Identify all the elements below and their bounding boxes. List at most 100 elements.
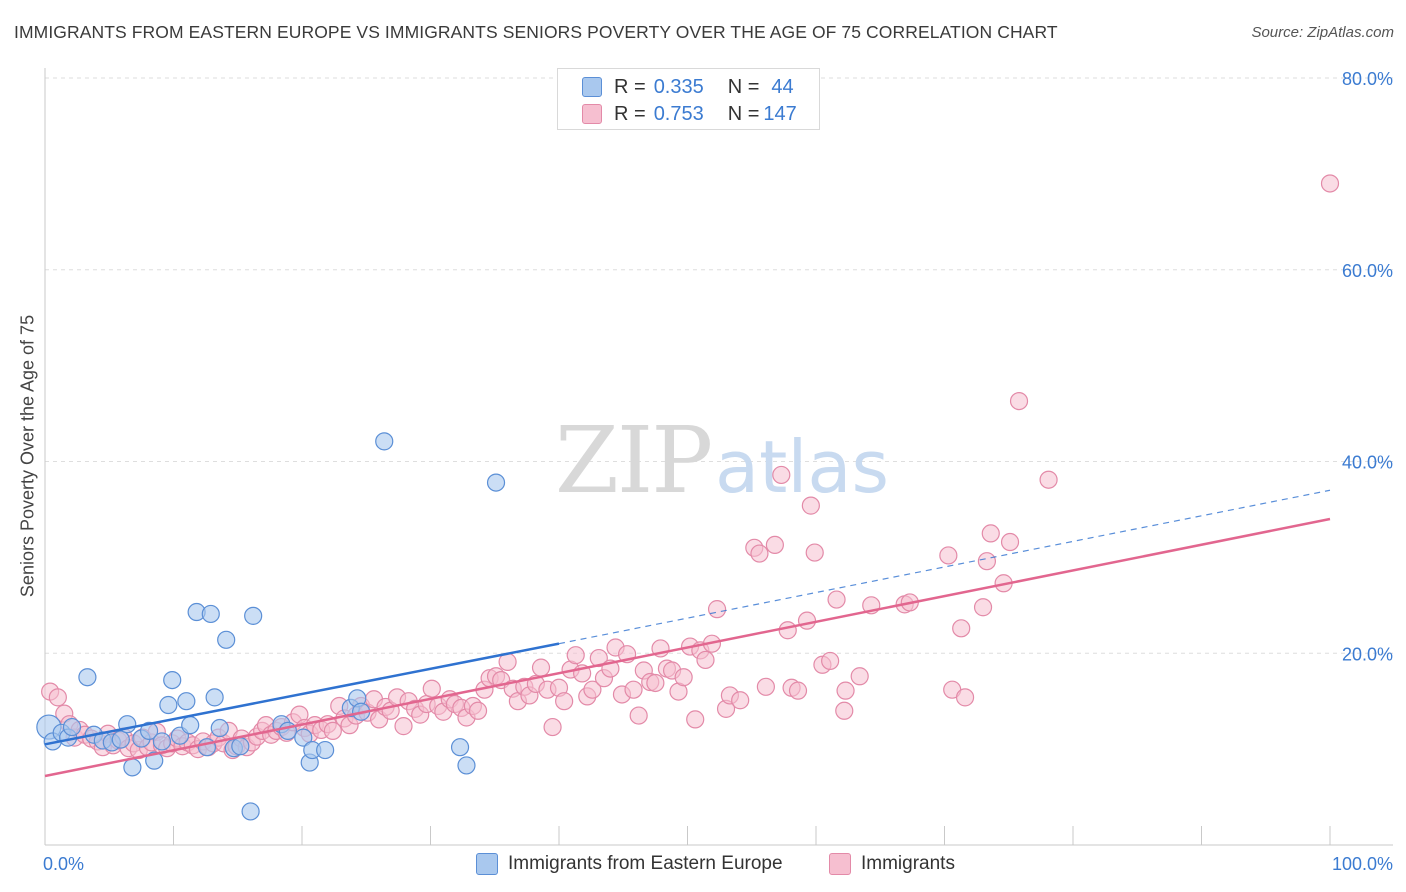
eastern-europe-point [294,728,313,747]
bottom-legend-swatch-blue [476,853,498,875]
legend-n-label: N = [727,75,760,98]
tick-labels: 20.0% 40.0% 60.0% 80.0% 0.0% 100.0% [43,69,1393,874]
eastern-europe-point [152,732,172,751]
eastern-europe-point [375,432,394,451]
immigrants-point [952,619,971,638]
immigrants-point [422,679,441,698]
bottom-legend-immigrants: Immigrants [829,851,955,877]
eastern-europe-point [123,758,142,777]
correlation-legend: R = 0.335 N = 44 R = 0.753 N = 147 [557,68,820,130]
y-tick-label: 40.0% [1342,453,1393,473]
immigrants-point [939,546,958,565]
chart-title: IMMIGRANTS FROM EASTERN EUROPE VS IMMIGR… [14,22,1058,42]
immigrants-point [772,465,791,485]
immigrants-trend-line [44,517,1331,778]
immigrants-point [624,680,643,699]
eastern-europe-points [36,432,506,821]
eastern-europe-point [177,692,196,711]
immigrants-point [686,710,705,729]
eastern-europe-point [111,730,130,749]
y-tick-label: 20.0% [1342,644,1393,664]
eastern-europe-point [159,695,178,715]
eastern-europe-point [210,718,229,738]
eastern-europe-point [450,738,470,757]
immigrants-point [788,681,808,700]
immigrants-point [696,650,715,670]
immigrants-point [468,701,488,720]
immigrants-point [531,658,551,677]
eastern-europe-point [316,740,335,760]
immigrants-point [583,680,602,699]
immigrants-point [778,621,797,640]
eastern-europe-point [201,604,220,624]
immigrants-point [1000,532,1020,552]
bottom-legend-eastern-europe: Immigrants from Eastern Europe [476,851,783,877]
legend-n-value-2: 147 [763,102,797,125]
eastern-europe-point [145,751,164,770]
immigrants-point [981,524,1000,543]
y-tick-label: 60.0% [1342,261,1393,281]
gridlines [45,77,1393,654]
immigrants-point [955,688,975,707]
immigrants-point [629,706,648,725]
immigrants-point [323,721,342,741]
immigrants-point [1039,470,1058,489]
legend-row-immigrants: R = 0.753 N = 147 [582,101,797,127]
legend-swatch-blue [582,77,602,97]
immigrants-point [1009,391,1029,411]
immigrants-point [850,667,869,686]
watermark: ZIP atlas [555,407,889,514]
eastern-europe-point [457,756,476,775]
bottom-legend-label-1: Immigrants from Eastern Europe [508,853,783,874]
immigrants-point [827,590,846,609]
x-tick-label-max: 100.0% [1332,854,1393,874]
immigrants-point [821,651,840,671]
trend-lines [44,489,1331,778]
immigrants-point [48,688,67,707]
y-axis-label: Seniors Poverty Over the Age of 75 [17,314,38,598]
legend-r-value-1: 0.335 [653,75,704,98]
source-credit: Source: ZipAtlas.com [1251,24,1394,41]
immigrants-point [977,552,997,571]
legend-r-label: R = [614,75,646,98]
immigrants-point [835,701,854,720]
watermark-atlas: atlas [715,425,889,509]
eastern-europe-point [205,688,224,707]
eastern-europe-trend-line [44,642,560,746]
eastern-europe-point [486,473,506,492]
legend-r-label: R = [614,102,646,125]
eastern-europe-point [217,630,236,649]
legend-swatch-pink [582,104,602,124]
x-tick-label-min: 0.0% [43,854,84,874]
legend-row-eastern-europe: R = 0.335 N = 44 [582,74,794,100]
immigrants-point [646,673,665,693]
bottom-legend-swatch-pink [829,853,851,875]
immigrants-point [707,600,727,619]
immigrants-point [801,496,820,515]
immigrants-point [797,611,817,630]
eastern-europe-point [231,737,250,756]
immigrants-point [566,646,585,665]
eastern-europe-point [181,716,200,735]
immigrants-point [756,677,775,696]
eastern-europe-point [241,802,260,821]
legend-r-value-2: 0.753 [653,102,704,125]
immigrants-point [589,648,608,668]
immigrants-point [805,543,824,562]
immigrants-point [1320,174,1340,193]
immigrants-point [555,692,574,711]
legend-n-label: N = [727,102,760,125]
immigrants-point [674,668,693,687]
immigrants-point [973,598,993,617]
immigrants-point [765,535,784,555]
legend-n-value-1: 44 [771,75,794,98]
watermark-zip: ZIP [555,407,711,514]
eastern-europe-point [244,606,263,625]
immigrants-point [394,717,413,736]
immigrants-point [836,681,855,700]
y-tick-label: 80.0% [1342,69,1393,89]
immigrants-point [750,544,769,563]
eastern-europe-point [62,717,82,737]
eastern-europe-point [78,668,97,687]
